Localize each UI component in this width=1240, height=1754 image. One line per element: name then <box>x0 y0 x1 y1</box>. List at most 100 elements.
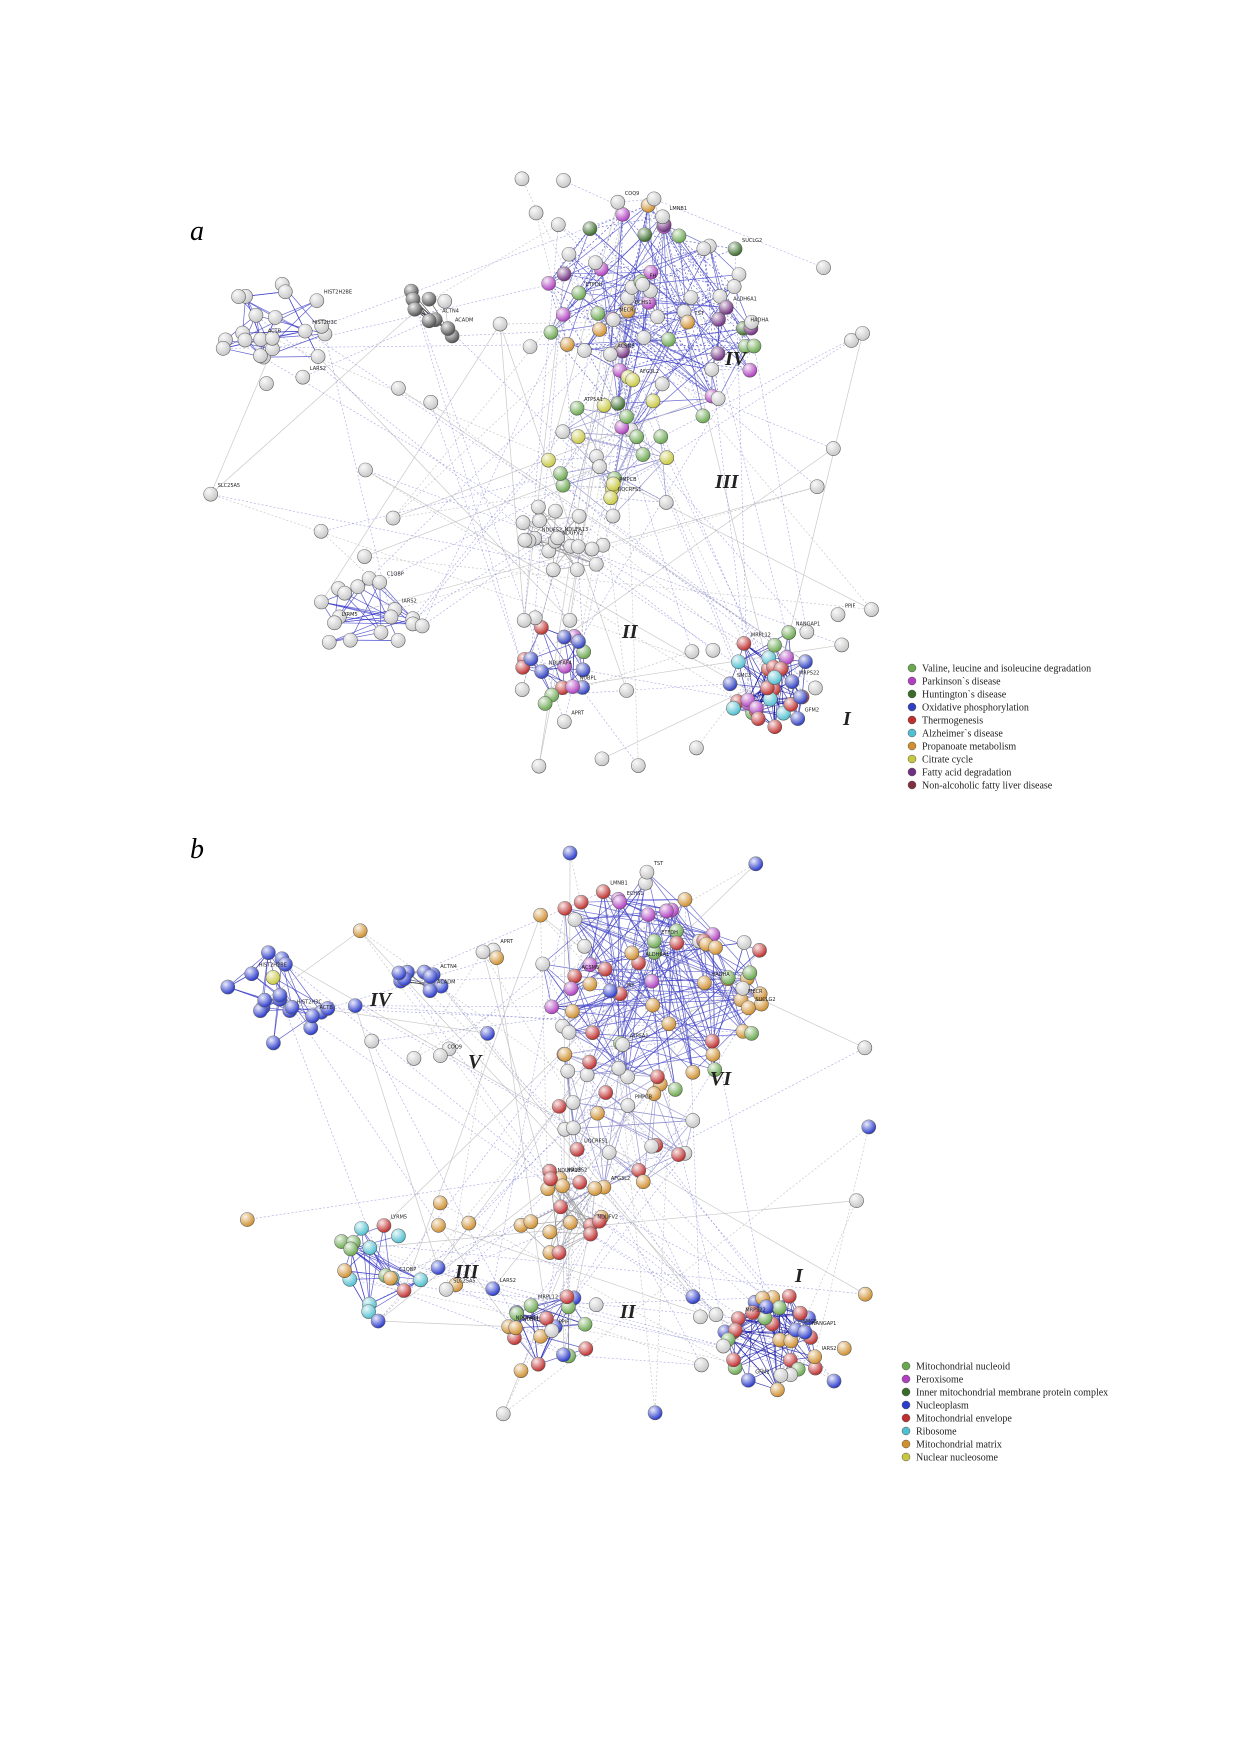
edge <box>572 977 748 1012</box>
legend-label: Peroxisome <box>916 1375 964 1386</box>
node-highlight <box>772 1332 787 1347</box>
node-highlight <box>337 586 352 601</box>
edge <box>752 1312 778 1390</box>
node-highlight <box>708 940 723 955</box>
edge <box>361 1228 370 1305</box>
node-highlight <box>782 1289 797 1304</box>
node-highlight <box>620 1098 635 1113</box>
node-highlight <box>509 1306 524 1321</box>
node-highlight <box>533 1329 548 1344</box>
legend-marker <box>907 767 917 777</box>
node-highlight <box>582 1055 597 1070</box>
edge <box>542 963 620 1069</box>
edge <box>573 982 705 1129</box>
edge <box>668 1023 714 1055</box>
node-highlight <box>544 999 559 1014</box>
edge <box>210 493 803 698</box>
edge <box>574 975 761 995</box>
edge <box>738 1318 778 1390</box>
node-highlight <box>631 1163 646 1178</box>
legend-marker <box>907 676 917 686</box>
node-highlight <box>396 1283 411 1298</box>
node-label: SUCLG2 <box>742 238 762 244</box>
edge <box>438 1225 780 1341</box>
node-highlight <box>523 1214 538 1229</box>
node-highlight <box>562 613 577 628</box>
node-highlight <box>496 1406 511 1421</box>
edge <box>577 407 627 417</box>
legend-marker <box>901 1426 911 1436</box>
edge <box>622 214 755 347</box>
node-highlight <box>620 303 635 318</box>
node-label: LYRM5 <box>391 1214 407 1220</box>
edge <box>589 228 685 312</box>
edge <box>663 224 735 287</box>
edge <box>654 940 728 980</box>
node-highlight <box>677 892 692 907</box>
node-highlight <box>391 1228 406 1243</box>
edge <box>610 497 667 503</box>
node-highlight <box>680 315 695 330</box>
node-highlight <box>641 907 656 922</box>
node-highlight <box>716 1339 731 1354</box>
node-highlight <box>741 1373 756 1388</box>
nodes <box>220 845 877 1422</box>
edge <box>586 952 633 1075</box>
node-highlight <box>422 313 437 328</box>
node-label: HIST2H2BE <box>324 290 352 296</box>
node-label: LMNB1 <box>610 881 627 887</box>
node-highlight <box>705 643 720 658</box>
node-highlight <box>598 962 613 977</box>
node-label: NDUFV2 <box>562 530 583 536</box>
node-highlight <box>391 381 406 396</box>
node-highlight <box>741 1000 756 1015</box>
edge <box>549 1188 596 1233</box>
edge <box>563 1354 702 1366</box>
node-highlight <box>624 945 639 960</box>
edge <box>357 586 413 619</box>
edge <box>599 329 719 399</box>
edge <box>564 908 714 935</box>
edge <box>378 1320 509 1328</box>
edge <box>563 273 818 487</box>
node-highlight <box>831 607 846 622</box>
edge <box>430 402 523 668</box>
node-label: MECR <box>619 308 634 314</box>
node-label: NDUFA13 <box>558 1168 581 1174</box>
edge <box>603 1105 629 1188</box>
edge <box>747 1312 753 1381</box>
edge <box>364 556 872 610</box>
node-highlight <box>516 515 531 530</box>
edge <box>558 224 642 282</box>
node-highlight <box>582 221 597 236</box>
node-highlight <box>647 945 662 960</box>
node-highlight <box>695 408 710 423</box>
edge <box>580 902 621 994</box>
edge <box>564 273 633 288</box>
node-highlight <box>422 292 437 307</box>
node-highlight <box>423 395 438 410</box>
node-highlight <box>309 293 324 308</box>
node-highlight <box>773 1368 788 1383</box>
node-highlight <box>514 171 529 186</box>
cluster-label: II <box>619 1301 637 1323</box>
edge <box>690 297 719 399</box>
edge <box>569 403 619 621</box>
node-highlight <box>541 453 556 468</box>
edge <box>780 333 863 669</box>
edge <box>541 627 563 688</box>
edge <box>562 466 600 486</box>
cluster-label: V <box>468 1051 483 1073</box>
node-highlight <box>637 227 652 242</box>
edge <box>570 988 761 995</box>
edge <box>653 1093 679 1155</box>
node-highlight <box>650 309 665 324</box>
node-highlight <box>350 579 365 594</box>
edge <box>613 457 667 485</box>
node-highlight <box>556 173 571 188</box>
node-label: MRPL12 <box>538 1295 558 1301</box>
edge <box>503 1126 869 1415</box>
edge <box>564 316 658 722</box>
edge <box>564 908 865 1049</box>
